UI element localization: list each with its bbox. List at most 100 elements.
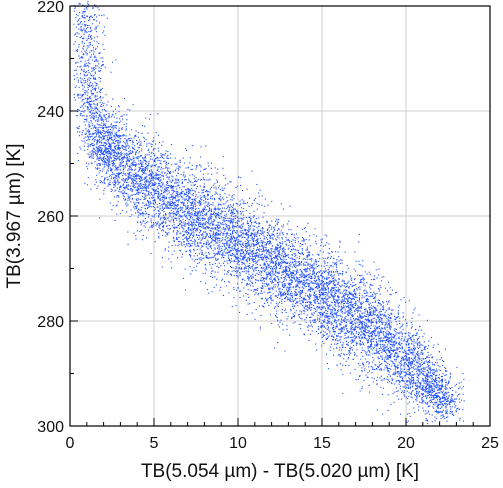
scatter-point — [125, 160, 127, 162]
scatter-point — [331, 274, 333, 276]
scatter-point — [169, 215, 171, 217]
scatter-point — [264, 205, 266, 207]
scatter-point — [148, 181, 150, 183]
scatter-point — [84, 42, 86, 44]
scatter-point — [190, 251, 192, 253]
scatter-point — [124, 166, 126, 168]
scatter-point — [322, 251, 324, 253]
scatter-point — [302, 305, 304, 307]
scatter-point — [128, 153, 130, 155]
scatter-point — [253, 210, 255, 212]
scatter-point — [325, 302, 327, 304]
scatter-point — [223, 219, 225, 221]
scatter-point — [96, 143, 98, 145]
scatter-point — [291, 295, 293, 297]
scatter-point — [388, 341, 390, 343]
scatter-point — [231, 270, 233, 272]
scatter-point — [304, 311, 306, 313]
scatter-point — [278, 265, 280, 267]
scatter-point — [214, 255, 216, 257]
scatter-point — [326, 283, 328, 285]
scatter-point — [119, 159, 121, 161]
scatter-point — [329, 253, 331, 255]
scatter-point — [407, 340, 409, 342]
scatter-point — [408, 361, 410, 363]
scatter-point — [240, 184, 242, 186]
scatter-point — [200, 257, 202, 259]
scatter-point — [88, 77, 90, 79]
scatter-point — [180, 216, 182, 218]
scatter-point — [244, 263, 246, 265]
scatter-point — [93, 133, 95, 135]
scatter-point — [168, 184, 170, 186]
scatter-point — [359, 390, 361, 392]
scatter-point — [394, 373, 396, 375]
scatter-point — [73, 93, 75, 95]
scatter-point — [165, 196, 167, 198]
scatter-point — [203, 207, 205, 209]
scatter-point — [138, 203, 140, 205]
scatter-point — [290, 308, 292, 310]
scatter-point — [110, 169, 112, 171]
scatter-point — [99, 145, 101, 147]
scatter-point — [414, 342, 416, 344]
scatter-point — [401, 337, 403, 339]
scatter-point — [271, 220, 273, 222]
scatter-point — [444, 393, 446, 395]
scatter-point — [233, 221, 235, 223]
scatter-point — [367, 376, 369, 378]
scatter-point — [255, 255, 257, 257]
scatter-point — [251, 205, 253, 207]
scatter-point — [206, 191, 208, 193]
scatter-point — [324, 289, 326, 291]
scatter-point — [254, 244, 256, 246]
scatter-point — [316, 309, 318, 311]
scatter-point — [452, 400, 454, 402]
scatter-point — [343, 294, 345, 296]
scatter-point — [349, 317, 351, 319]
scatter-point — [162, 220, 164, 222]
scatter-point — [129, 177, 131, 179]
scatter-point — [443, 405, 445, 407]
scatter-point — [416, 346, 418, 348]
scatter-point — [288, 298, 290, 300]
scatter-point — [115, 137, 117, 139]
scatter-point — [354, 296, 356, 298]
scatter-point — [418, 368, 420, 370]
scatter-point — [402, 323, 404, 325]
scatter-point — [269, 272, 271, 274]
scatter-point — [77, 23, 79, 25]
scatter-point — [327, 368, 329, 370]
scatter-point — [110, 146, 112, 148]
scatter-point — [80, 26, 82, 28]
scatter-point — [155, 165, 157, 167]
scatter-point — [420, 371, 422, 373]
scatter-point — [344, 354, 346, 356]
scatter-point — [401, 333, 403, 335]
scatter-point — [125, 203, 127, 205]
scatter-point — [115, 165, 117, 167]
scatter-point — [272, 293, 274, 295]
scatter-point — [173, 186, 175, 188]
scatter-point — [451, 411, 453, 413]
scatter-point — [239, 231, 241, 233]
scatter-point — [256, 208, 258, 210]
scatter-point — [288, 277, 290, 279]
scatter-point — [96, 60, 98, 62]
scatter-point — [116, 155, 118, 157]
scatter-point — [90, 31, 92, 33]
scatter-point — [173, 236, 175, 238]
scatter-point — [129, 173, 131, 175]
scatter-point — [338, 302, 340, 304]
scatter-point — [166, 157, 168, 159]
scatter-point — [367, 339, 369, 341]
scatter-point — [375, 294, 377, 296]
scatter-point — [148, 192, 150, 194]
scatter-point — [200, 246, 202, 248]
scatter-point — [158, 177, 160, 179]
scatter-point — [322, 279, 324, 281]
scatter-point — [291, 299, 293, 301]
scatter-point — [182, 186, 184, 188]
scatter-point — [278, 290, 280, 292]
scatter-point — [221, 223, 223, 225]
